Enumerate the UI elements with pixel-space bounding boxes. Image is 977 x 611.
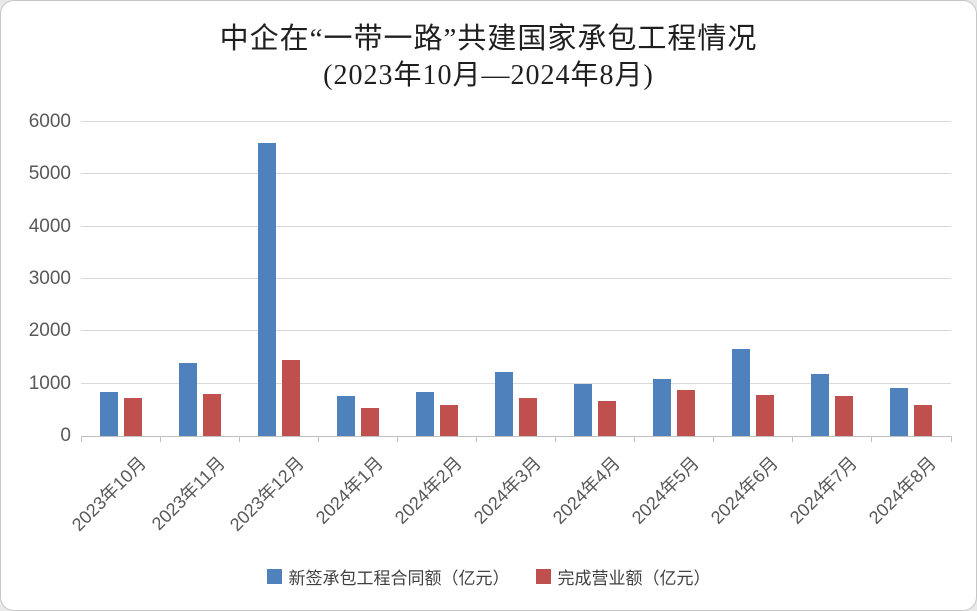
bar [519,397,537,436]
bar [756,395,775,436]
bar [653,379,672,436]
y-axis-label: 2000 [28,320,71,342]
axis-tick [317,436,319,442]
bar [495,371,513,436]
bar [677,390,696,436]
axis-tick [792,436,794,442]
bar [890,387,909,436]
plot-area [80,121,952,442]
bar [123,397,142,436]
axis-tick [159,436,161,442]
legend-label: 完成营业额（亿元） [557,569,711,588]
bar [336,396,355,436]
x-axis-line [81,436,951,437]
axis-tick [634,436,636,442]
gridline [81,225,951,227]
axis-tick [713,436,715,442]
bar [202,393,221,436]
bar [439,405,458,436]
axis-tick [238,436,240,442]
chart-title-block: 中企在“一带一路”共建国家承包工程情况 (2023年10月—2024年8月) [1,21,976,94]
y-axis-label: 5000 [28,163,71,185]
bar [914,404,933,436]
axis-tick [950,436,952,442]
bar [281,360,300,436]
gridline [81,121,951,122]
y-axis-label: 4000 [28,215,71,237]
y-axis-labels: 0 1000 2000 3000 4000 5000 6000 [1,112,71,446]
bar [835,395,854,436]
legend-label: 新签承包工程合同额（亿元） [288,569,510,588]
legend-swatch-icon [266,569,282,584]
chart-title: 中企在“一带一路”共建国家承包工程情况 [219,23,758,55]
bar [598,400,617,436]
chart-subtitle: (2023年10月—2024年8月) [323,60,654,91]
bar [574,383,593,436]
bar [811,374,830,436]
bar [732,348,751,436]
axis-tick [396,436,398,442]
legend-item: 新签承包工程合同额（亿元） [266,564,510,589]
legend-swatch-icon [535,569,551,584]
axis-tick [555,436,557,442]
bar [257,143,276,436]
axis-tick [80,436,82,442]
bar [178,362,197,436]
legend: 新签承包工程合同额（亿元） 完成营业额（亿元） [1,564,976,589]
y-axis-label: 6000 [28,111,71,132]
bar [99,392,118,436]
bar [360,408,379,436]
gridline [81,173,951,175]
gridline [81,382,951,384]
y-axis-label: 0 [60,425,71,446]
gridline [81,330,951,332]
axis-tick [475,436,477,442]
bar [415,391,434,436]
legend-item: 完成营业额（亿元） [535,564,711,589]
gridline [81,278,951,279]
y-axis-label: 3000 [28,268,71,289]
y-axis-label: 1000 [28,372,71,394]
axis-tick [871,436,873,442]
